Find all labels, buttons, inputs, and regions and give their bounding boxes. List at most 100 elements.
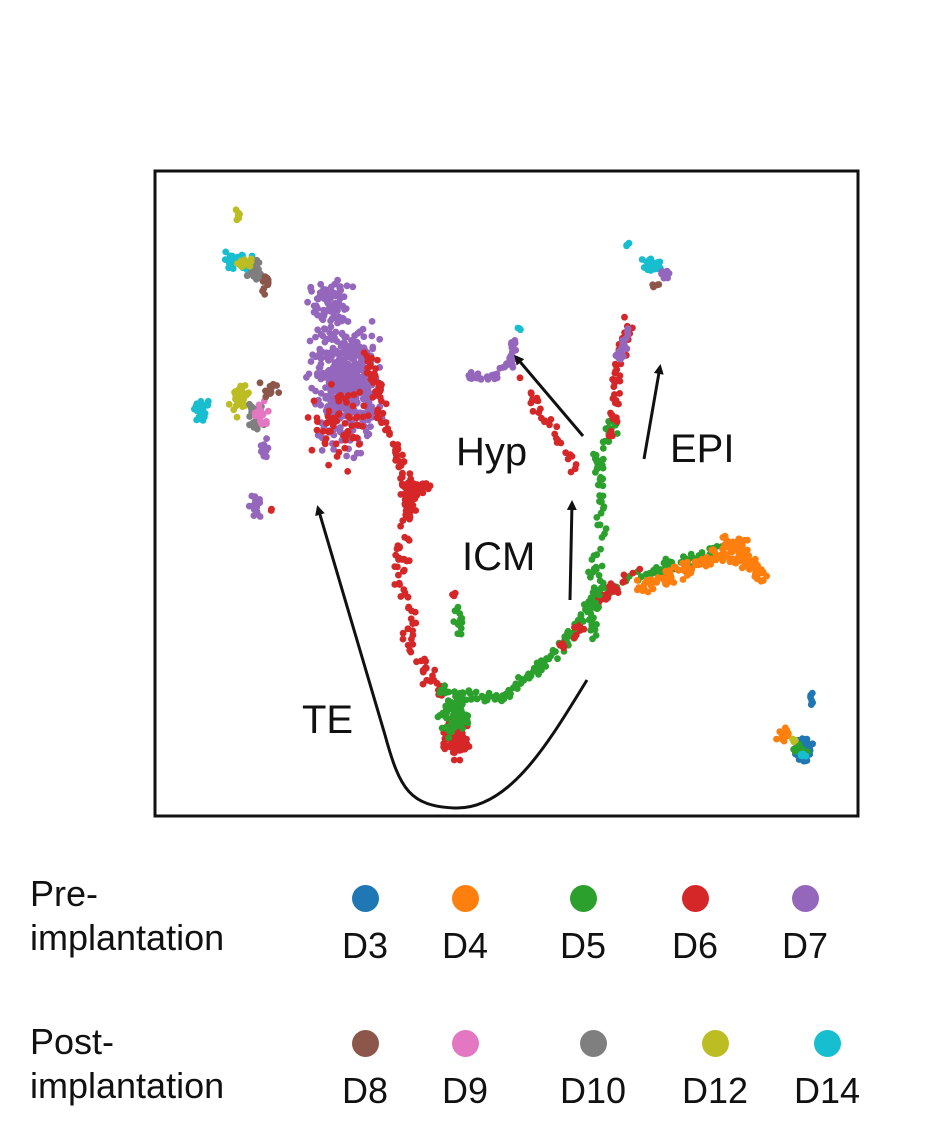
point-d7: [348, 353, 356, 361]
point-d4: [739, 554, 747, 562]
point-d14: [199, 417, 207, 424]
point-d14: [227, 263, 235, 271]
point-d6: [400, 567, 407, 575]
legend-dot-d9: [451, 1030, 479, 1057]
point-d7: [349, 283, 357, 291]
point-d6: [562, 449, 570, 457]
point-d7: [350, 348, 358, 356]
point-d6: [409, 641, 417, 648]
scatter-points: [191, 206, 816, 765]
point-d3: [805, 743, 813, 750]
point-d7: [335, 288, 343, 296]
point-d7: [317, 401, 325, 409]
point-d6: [408, 607, 415, 615]
point-d7: [252, 497, 259, 505]
point-d7: [343, 282, 351, 290]
point-d7: [250, 512, 258, 519]
point-d7: [342, 305, 350, 312]
point-d6: [576, 627, 584, 634]
point-d6: [405, 537, 413, 544]
point-d8: [655, 281, 663, 288]
point-d7: [341, 380, 349, 388]
point-d6: [551, 430, 559, 438]
point-d6: [343, 399, 350, 406]
point-d5: [791, 748, 799, 755]
point-d5: [453, 696, 461, 704]
point-d7: [618, 343, 626, 351]
point-d5: [479, 694, 487, 701]
legend-pre-label: Pre- implantation: [30, 873, 225, 958]
legend-dot-d14: [813, 1030, 841, 1057]
point-d7: [368, 332, 376, 340]
point-d7: [368, 403, 376, 411]
point-d7: [319, 316, 327, 324]
point-d7: [327, 293, 334, 301]
point-d6: [399, 629, 407, 637]
point-d5: [452, 723, 460, 730]
point-d7: [368, 318, 376, 325]
point-d6: [607, 428, 614, 436]
point-d12: [791, 736, 799, 744]
point-d10: [243, 272, 251, 280]
point-d6: [359, 422, 366, 430]
annotation-epi: EPI: [670, 427, 734, 471]
point-d5: [602, 525, 610, 533]
point-d7: [376, 335, 384, 343]
point-d10: [246, 421, 253, 429]
legend-item-d8: D8: [310, 1030, 420, 1111]
point-d6: [516, 374, 524, 382]
point-d6: [636, 565, 644, 573]
point-d7: [509, 364, 517, 371]
point-d6: [329, 414, 337, 422]
point-d9: [255, 401, 263, 409]
point-d5: [533, 662, 541, 670]
point-d7: [332, 359, 340, 366]
legend-item-d4: D4: [410, 885, 520, 966]
point-d5: [579, 617, 587, 625]
point-d5: [596, 476, 604, 483]
point-d6: [395, 579, 403, 587]
point-d6: [368, 354, 375, 362]
point-d7: [317, 280, 325, 288]
point-d7: [355, 378, 363, 385]
legend-dot-d7: [791, 885, 819, 912]
point-d4: [745, 552, 753, 559]
point-d5: [586, 615, 594, 623]
point-d6: [454, 742, 461, 750]
point-d7: [615, 348, 623, 356]
point-d4: [737, 543, 745, 551]
point-d6: [370, 375, 378, 382]
point-d7: [343, 354, 350, 361]
point-d7: [503, 361, 511, 369]
point-d5: [585, 568, 592, 576]
point-d7: [321, 338, 329, 346]
legend-post-label: Post- implantation: [30, 1021, 225, 1106]
point-d7: [306, 337, 314, 345]
point-d8: [267, 388, 275, 396]
point-d6: [397, 462, 405, 469]
point-d7: [335, 365, 343, 373]
point-d7: [252, 503, 260, 511]
legend-label-d4: D4: [441, 925, 489, 966]
point-d4: [778, 731, 786, 739]
point-d7: [337, 317, 345, 325]
point-d6: [412, 507, 420, 514]
point-d5: [459, 725, 466, 732]
point-d6: [406, 513, 414, 521]
point-d5: [485, 689, 493, 697]
point-d6: [325, 461, 332, 469]
point-d6: [393, 454, 400, 462]
point-d7: [356, 328, 364, 336]
point-d6: [333, 453, 341, 460]
point-d4: [782, 724, 789, 732]
point-d4: [732, 559, 740, 567]
point-d6: [350, 391, 358, 399]
point-d6: [407, 615, 415, 623]
point-d5: [592, 468, 599, 476]
point-d7: [665, 270, 673, 277]
point-d6: [402, 507, 410, 515]
point-d9: [263, 420, 270, 427]
point-d6: [620, 577, 628, 585]
point-d10: [251, 273, 258, 280]
point-d5: [599, 492, 607, 500]
